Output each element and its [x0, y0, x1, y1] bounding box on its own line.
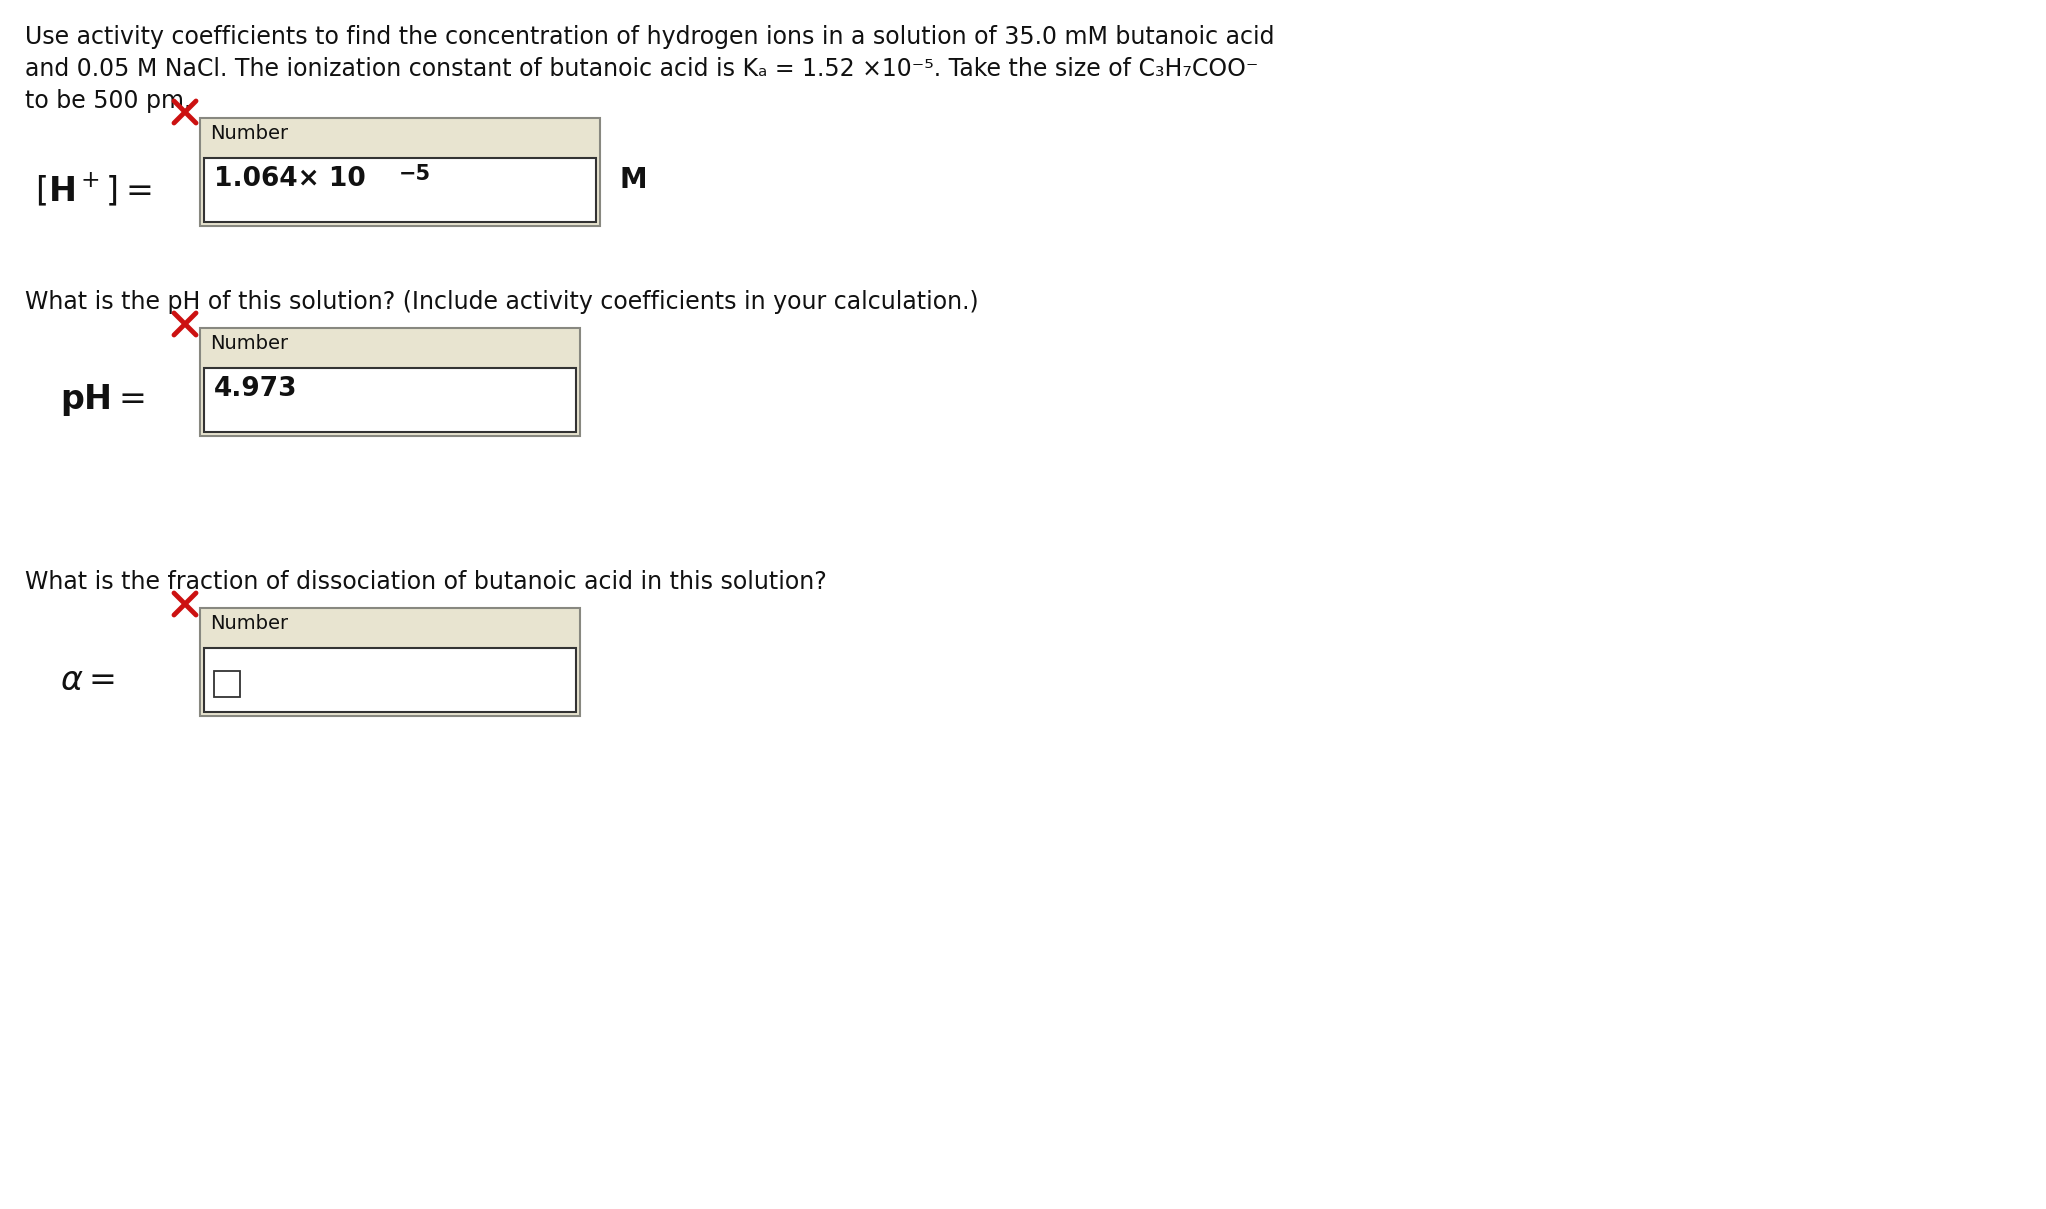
- Text: and 0.05 M NaCl. The ionization constant of butanoic acid is Kₐ = 1.52 ×10⁻⁵. Ta: and 0.05 M NaCl. The ionization constant…: [25, 57, 1258, 81]
- Bar: [205, 158, 595, 222]
- Bar: [205, 648, 577, 712]
- Bar: [215, 671, 239, 698]
- Text: Number: Number: [211, 125, 288, 143]
- Text: $\mathbf{pH} =$: $\mathbf{pH} =$: [59, 382, 145, 418]
- Text: 4.973: 4.973: [215, 376, 297, 403]
- Bar: [201, 328, 579, 436]
- Text: $\alpha =$: $\alpha =$: [59, 664, 115, 696]
- Text: What is the pH of this solution? (Include activity coefficients in your calculat: What is the pH of this solution? (Includ…: [25, 290, 978, 314]
- Text: Use activity coefficients to find the concentration of hydrogen ions in a soluti: Use activity coefficients to find the co…: [25, 25, 1275, 50]
- Bar: [201, 608, 579, 716]
- Text: to be 500 pm.: to be 500 pm.: [25, 89, 192, 112]
- Text: $\left[\mathbf{H}^+\right]=$: $\left[\mathbf{H}^+\right]=$: [35, 172, 151, 208]
- Text: M: M: [620, 166, 649, 193]
- Bar: [205, 368, 577, 432]
- Text: −5: −5: [399, 164, 432, 184]
- Text: What is the fraction of dissociation of butanoic acid in this solution?: What is the fraction of dissociation of …: [25, 569, 827, 594]
- Text: Number: Number: [211, 334, 288, 353]
- Text: Number: Number: [211, 614, 288, 634]
- Text: 1.064× 10: 1.064× 10: [215, 166, 366, 192]
- Bar: [201, 118, 599, 226]
